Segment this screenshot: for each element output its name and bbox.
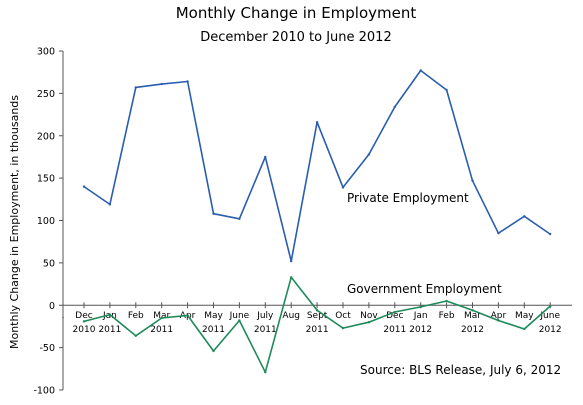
data-point	[471, 179, 474, 182]
y-tick-label: 0	[49, 301, 55, 312]
data-point	[497, 232, 500, 235]
source-annotation: Source: BLS Release, July 6, 2012	[360, 363, 561, 377]
data-point	[393, 310, 396, 314]
series-label-government: Government Employment	[347, 282, 502, 296]
y-tick-label: 150	[37, 174, 55, 185]
data-point	[186, 80, 189, 83]
data-point	[393, 105, 396, 109]
x-tick-label: Dec	[386, 311, 403, 321]
data-point	[341, 326, 345, 330]
x-tick-label: May	[515, 311, 534, 321]
data-point	[108, 313, 112, 316]
x-year-label: 2011	[98, 325, 121, 335]
data-point	[497, 319, 500, 322]
x-tick-label: Feb	[439, 311, 455, 321]
y-axis-label: Monthly Change in Employment, in thousan…	[8, 95, 21, 349]
chart-subtitle: December 2010 to June 2012	[200, 30, 391, 45]
data-point	[82, 185, 86, 188]
data-point	[212, 212, 215, 215]
data-point	[134, 86, 137, 89]
axes	[59, 50, 572, 391]
x-year-label: 2011	[383, 325, 406, 335]
y-tick-label: 300	[37, 47, 55, 58]
x-year-label: 2010	[73, 325, 96, 335]
chart-title: Monthly Change in Employment	[176, 4, 417, 22]
x-tick-label: Nov	[360, 311, 378, 321]
data-point	[549, 232, 552, 236]
y-tick-label: 200	[37, 131, 55, 142]
data-point	[290, 259, 293, 263]
x-tick-label: Jan	[413, 311, 428, 321]
data-point	[186, 314, 189, 317]
x-year-label: 2011	[306, 325, 329, 335]
y-tick-labels: -100 -50 0 50 100 150 200 250 300	[33, 47, 55, 397]
data-point	[549, 304, 552, 308]
data-point	[160, 82, 163, 86]
y-tick-label: 250	[37, 89, 55, 100]
x-tick-label: Feb	[128, 311, 144, 321]
data-point	[315, 309, 319, 312]
data-point	[82, 320, 86, 323]
data-point	[367, 321, 371, 324]
data-point	[445, 299, 448, 303]
data-point	[419, 305, 422, 309]
data-point	[238, 319, 241, 322]
y-tick-label: 50	[43, 258, 55, 269]
x-tick-label: Oct	[335, 311, 351, 321]
x-tick-label: May	[204, 311, 223, 321]
x-tick-labels: . Dec 2010 Jan 2011 Feb Mar 2011 Apr May 2011 June J…	[62, 311, 562, 335]
x-year-label: 2011	[254, 325, 277, 335]
data-point	[108, 203, 112, 206]
y-tick-label: -50	[39, 343, 55, 354]
series-line-private	[83, 69, 551, 263]
data-point	[134, 334, 137, 337]
x-tick-label: Sept	[307, 311, 328, 321]
series-label-private: Private Employment	[347, 191, 469, 205]
data-point	[419, 69, 422, 72]
x-axis-leading-mark: .	[62, 311, 65, 321]
data-point	[160, 316, 163, 320]
y-tick-label: 100	[37, 216, 55, 227]
x-tick-label: July	[256, 311, 274, 321]
x-tick-label: Dec	[75, 311, 92, 321]
data-point	[523, 327, 526, 331]
series-lines	[82, 69, 552, 374]
x-year-label: 2011	[150, 325, 173, 335]
x-tick-label: June	[539, 311, 560, 321]
data-point	[290, 276, 293, 279]
data-point	[315, 120, 319, 124]
data-point	[264, 155, 267, 159]
x-tick-label: Mar	[464, 311, 481, 321]
data-point	[471, 309, 474, 312]
data-point	[264, 371, 267, 374]
x-tick-label: Apr	[491, 311, 507, 321]
data-point	[212, 349, 215, 353]
x-year-label: 2012	[461, 325, 484, 335]
x-year-label: 2012	[409, 325, 432, 335]
x-tick-label: June	[229, 311, 250, 321]
x-tick-label: Jan	[102, 311, 117, 321]
x-year-label: 2011	[202, 325, 225, 335]
x-tick-label: Mar	[153, 311, 170, 321]
y-tick-label: -100	[33, 386, 55, 397]
data-point	[367, 153, 371, 156]
data-point	[238, 217, 241, 221]
data-point	[445, 88, 448, 92]
data-point	[523, 215, 526, 218]
x-year-label: 2012	[539, 325, 562, 335]
data-point	[341, 186, 345, 189]
x-tick-label: Aug	[282, 311, 300, 321]
